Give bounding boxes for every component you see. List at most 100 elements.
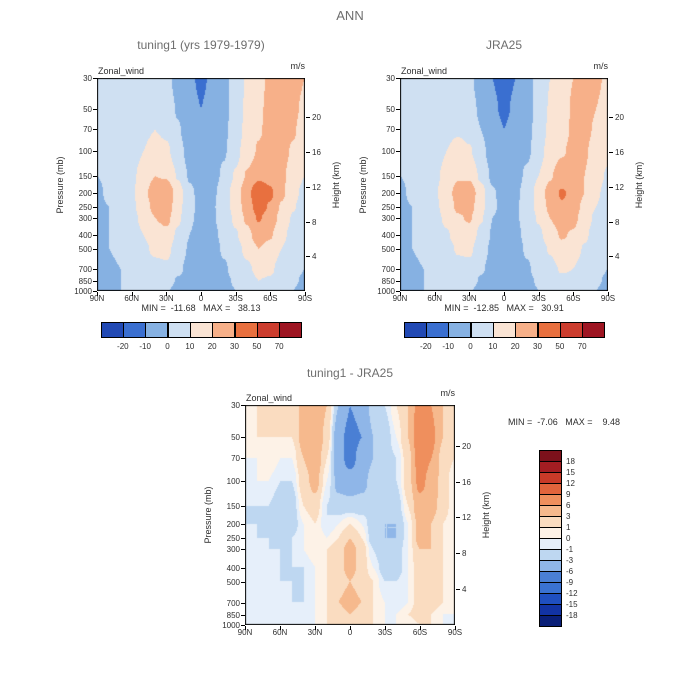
lat-tick-mark [455, 626, 456, 630]
pressure-tick-label: 300 [381, 213, 395, 223]
colorbar-segment [145, 322, 169, 338]
colorbar-segment [234, 322, 258, 338]
height-tick-mark [609, 186, 613, 188]
colorbar-segment [492, 322, 517, 338]
lat-tick-label: 0 [501, 294, 507, 303]
colorbar-tick-label: 20 [207, 342, 217, 351]
pressure-tick-label: 700 [226, 598, 240, 608]
height-axis-title: Height (km) [481, 491, 491, 539]
colorbar-tick-label: 0 [566, 534, 571, 543]
colorbar-tick-label: 1 [566, 523, 571, 532]
colorbar-segment [100, 322, 124, 338]
lat-tick-mark [305, 292, 306, 296]
lat-tick-mark [280, 626, 281, 630]
pressure-tick-label: 100 [78, 147, 92, 157]
lat-tick-label: 0 [347, 628, 353, 637]
height-tick-mark [609, 256, 613, 258]
pressure-tick-mark [241, 505, 245, 507]
pressure-tick-mark [241, 602, 245, 604]
colorbar-segment [122, 322, 147, 338]
lat-tick-label: 90S [297, 294, 313, 303]
pressure-tick-mark [93, 217, 97, 219]
pressure-tick-label: 700 [381, 265, 395, 275]
colorbar-tick-label: 70 [577, 342, 587, 351]
height-axis-title: Height (km) [634, 161, 644, 208]
main-title: ANN [336, 8, 364, 23]
lat-tick-mark [350, 626, 351, 630]
height-tick-label: 4 [312, 252, 317, 262]
lat-tick-label: 90S [600, 294, 616, 303]
pressure-tick-mark [93, 78, 97, 79]
colorbar-tick-label: 12 [566, 479, 575, 488]
units-label: m/s [290, 61, 306, 71]
pressure-tick-mark [93, 129, 97, 131]
pressure-tick-label: 200 [381, 189, 395, 199]
pressure-tick-label: 30 [386, 74, 395, 83]
contour-plot-canvas-difference [245, 405, 455, 625]
pressure-tick-mark [241, 437, 245, 439]
height-tick-label: 8 [312, 217, 317, 227]
lat-tick-label: 30N [158, 294, 174, 303]
minmax-label: MIN = -12.85 MAX = 30.91 [444, 303, 564, 313]
height-tick-label: 8 [462, 549, 467, 559]
height-tick-mark [456, 481, 460, 483]
lat-tick-label: 60S [412, 628, 428, 637]
height-axis-title: Height (km) [331, 161, 341, 208]
pressure-tick-mark [396, 281, 400, 283]
height-tick-label: 12 [312, 182, 321, 192]
colorbar-tick-label: 50 [252, 342, 262, 351]
pressure-tick-mark [241, 480, 245, 482]
field-label: Zonal_wind [246, 393, 293, 403]
pressure-tick-label: 300 [78, 213, 92, 223]
colorbar-segment [167, 322, 191, 338]
height-tick-label: 16 [615, 148, 624, 158]
pressure-tick-label: 150 [381, 171, 395, 181]
pressure-tick-label: 150 [78, 171, 92, 181]
height-tick-label: 8 [615, 217, 620, 227]
colorbar-tick-label: -12 [566, 589, 578, 598]
lat-tick-label: 60N [124, 294, 139, 303]
lat-tick-label: 30S [228, 294, 243, 303]
units-label: m/s [440, 388, 456, 398]
pressure-tick-mark [93, 235, 97, 237]
lat-tick-mark [131, 292, 133, 296]
colorbar-tick-label: 3 [566, 512, 571, 521]
pressure-tick-mark [396, 151, 400, 153]
colorbar-tick-label: 9 [566, 490, 571, 499]
pressure-tick-label: 150 [226, 501, 240, 511]
colorbar-tick-label: 20 [510, 342, 520, 351]
height-tick-mark [609, 221, 613, 223]
pressure-tick-mark [241, 458, 245, 460]
pressure-tick-mark [241, 614, 245, 616]
pressure-tick-label: 50 [231, 433, 240, 443]
pressure-tick-mark [93, 248, 97, 250]
colorbar-tick-label: -15 [566, 600, 578, 609]
lat-tick-label: 0 [198, 294, 204, 303]
pressure-tick-label: 50 [386, 105, 395, 115]
pressure-tick-label: 250 [78, 202, 92, 212]
height-tick-mark [306, 256, 310, 258]
lat-tick-mark [538, 292, 540, 296]
colorbar-segment [515, 322, 539, 338]
pressure-tick-mark [93, 291, 97, 292]
lat-tick-label: 90N [392, 294, 408, 303]
colorbar-tick-label: -3 [566, 556, 574, 565]
lat-tick-label: 90N [89, 294, 105, 303]
height-tick-mark [609, 152, 613, 154]
lat-tick-label: 30S [531, 294, 546, 303]
pressure-tick-label: 400 [226, 563, 240, 573]
lat-tick-mark [400, 292, 401, 296]
pressure-tick-mark [241, 581, 245, 583]
colorbar-tick-label: -1 [566, 545, 574, 554]
lat-tick-label: 60S [263, 294, 278, 303]
colorbar-segment [537, 322, 561, 338]
lat-tick-mark [385, 626, 386, 630]
colorbar-tick-label: 70 [274, 342, 284, 351]
lat-tick-mark [573, 292, 575, 296]
field-label: Zonal_wind [98, 66, 145, 76]
pressure-tick-label: 70 [386, 125, 395, 135]
pressure-tick-mark [93, 151, 97, 153]
pressure-tick-mark [396, 109, 400, 111]
pressure-tick-mark [93, 175, 97, 177]
